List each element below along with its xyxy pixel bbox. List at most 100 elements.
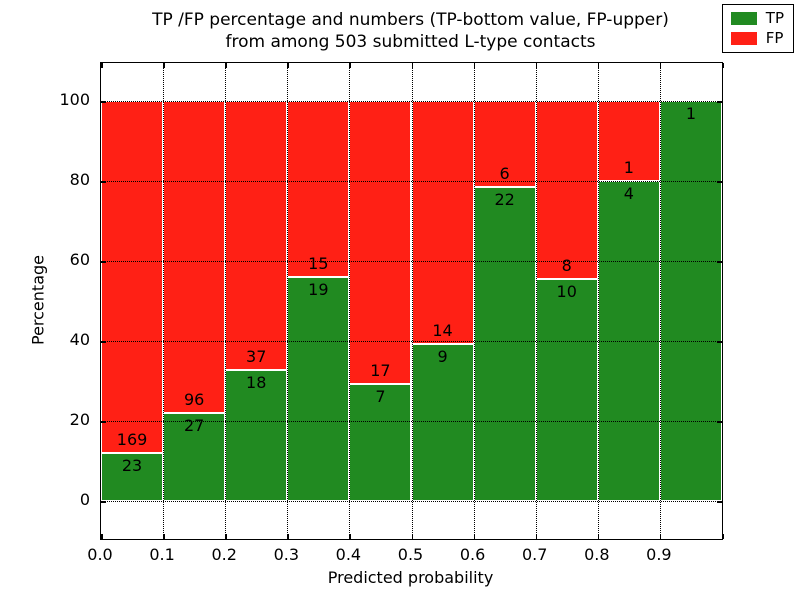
- x-tick-top: [597, 63, 600, 68]
- x-tick-bottom: [659, 534, 662, 539]
- bar-column-0.7-0.8: 8 10: [535, 63, 598, 539]
- x-tick-label: 0.3: [273, 545, 300, 564]
- x-tick-top: [101, 63, 103, 68]
- bar-column-0.3-0.4: 15 19: [287, 63, 350, 539]
- tp-bar-segment: [287, 277, 350, 501]
- y-gridline: [101, 261, 722, 262]
- y-tick-label: 20: [69, 410, 90, 429]
- x-tick-label: 0.9: [646, 545, 672, 564]
- y-tick-label: 80: [69, 170, 90, 189]
- y-tick-left: [101, 421, 106, 423]
- x-tick-bottom: [101, 534, 103, 539]
- x-tick-bottom: [225, 534, 227, 539]
- x-tick-top: [659, 63, 662, 68]
- fp-bar-segment: [163, 101, 226, 414]
- tp-count-label: 7: [375, 387, 386, 407]
- x-gridline: [535, 63, 537, 539]
- y-gridline: [101, 501, 722, 502]
- tp-count-label: 4: [623, 184, 634, 203]
- tp-count-label: 1: [685, 104, 697, 123]
- y-tick-right: [717, 341, 722, 343]
- tp-count-label: 22: [494, 189, 515, 209]
- x-tick-bottom: [722, 534, 724, 539]
- y-tick-left: [101, 181, 106, 183]
- x-tick-bottom: [287, 534, 289, 539]
- fp-count-label: 15: [308, 254, 329, 274]
- x-tick-label: 0.5: [397, 545, 424, 564]
- chart-title-line1: TP /FP percentage and numbers (TP-bottom…: [152, 10, 669, 30]
- x-tick-bottom: [163, 534, 165, 539]
- x-axis-label: Predicted probability: [327, 568, 494, 587]
- x-tick-bottom: [411, 534, 413, 539]
- legend: TP FP: [721, 4, 794, 53]
- x-tick-label: 0.7: [521, 545, 548, 564]
- fp-count-label: 8: [561, 255, 572, 275]
- x-tick-top: [722, 63, 724, 68]
- fp-count-label: 6: [499, 163, 510, 183]
- tp-count-label: 9: [437, 347, 448, 367]
- y-tick-left: [101, 341, 106, 343]
- tp-bar-segment: [163, 413, 226, 501]
- fp-bar-segment: [411, 101, 474, 345]
- legend-item-fp: FP: [730, 29, 784, 47]
- bar-column-0.6-0.7: 6 22: [473, 63, 536, 539]
- y-gridline: [101, 421, 722, 422]
- fp-count-label: 169: [116, 430, 148, 450]
- x-gridline: [411, 63, 413, 539]
- tp-count-label: 10: [556, 281, 577, 301]
- x-gridline: [659, 63, 661, 539]
- y-tick-label: 100: [59, 90, 90, 109]
- legend-swatch-fp: [730, 32, 757, 45]
- bar-column-0.1-0.2: 96 27: [163, 63, 226, 539]
- tp-bar-segment: [349, 384, 412, 501]
- plot-area: 169 23 96 27 37 18 15 19 17 7 14 9 6 22 8 10 1 4 1: [100, 62, 724, 540]
- fp-count-label: 37: [246, 347, 267, 367]
- x-tick-top: [411, 63, 413, 68]
- x-tick-top: [473, 63, 476, 68]
- x-tick-bottom: [597, 534, 600, 539]
- tp-bar-segment: [473, 186, 536, 501]
- bar-column-0.9-1.0: 1: [659, 63, 722, 539]
- legend-label-fp: FP: [765, 29, 784, 47]
- bar-column-0.0-0.1: 169 23: [101, 63, 164, 539]
- x-tick-label: 0.0: [87, 545, 113, 564]
- tp-count-label: 27: [183, 416, 205, 436]
- y-tick-right: [717, 181, 722, 183]
- fp-bar-segment: [101, 101, 164, 454]
- y-tick-left: [101, 101, 106, 103]
- x-tick-top: [535, 63, 538, 68]
- y-gridline: [101, 101, 722, 102]
- y-tick-right: [717, 501, 722, 503]
- x-tick-top: [163, 63, 165, 68]
- fp-bar-segment: [225, 101, 288, 371]
- x-tick-top: [349, 63, 351, 68]
- x-tick-label: 0.6: [459, 545, 486, 564]
- chart-title: TP /FP percentage and numbers (TP-bottom…: [100, 9, 721, 53]
- x-gridline: [597, 63, 599, 539]
- legend-item-tp: TP: [730, 11, 784, 26]
- bar-column-0.4-0.5: 17 7: [349, 63, 412, 539]
- y-tick-right: [717, 261, 722, 263]
- x-tick-bottom: [473, 534, 476, 539]
- y-tick-left: [101, 261, 106, 263]
- y-tick-label: 0: [79, 490, 90, 509]
- x-tick-label: 0.8: [584, 545, 610, 564]
- bar-column-0.2-0.3: 37 18: [225, 63, 288, 539]
- bar-column-0.5-0.6: 14 9: [411, 63, 474, 539]
- tp-count-label: 23: [121, 456, 143, 476]
- fp-count-label: 96: [183, 390, 205, 410]
- y-tick-label: 40: [69, 330, 90, 349]
- tp-bar-segment: [535, 278, 598, 501]
- x-tick-label: 0.2: [211, 545, 237, 564]
- x-tick-top: [225, 63, 227, 68]
- fp-count-label: 1: [623, 158, 634, 177]
- x-gridline: [225, 63, 227, 539]
- fp-bar-segment: [287, 101, 350, 278]
- tp-bar-segment: [101, 453, 164, 501]
- fp-bar-segment: [535, 101, 598, 279]
- x-gridline: [349, 63, 351, 539]
- legend-swatch-tp: [730, 12, 757, 25]
- x-tick-bottom: [535, 534, 538, 539]
- x-tick-label: 0.1: [149, 545, 175, 564]
